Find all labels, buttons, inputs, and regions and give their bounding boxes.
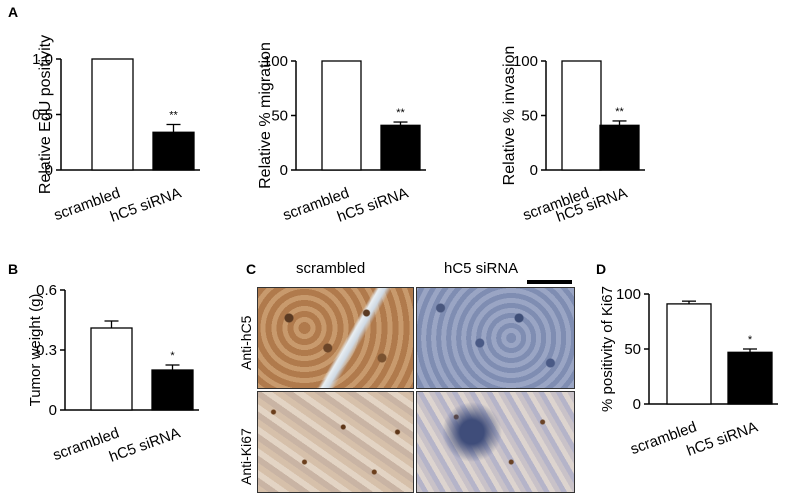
migration-y-tick-label: 100	[263, 53, 288, 70]
edu-bar-scrambled	[91, 58, 134, 171]
scale-bar	[527, 280, 572, 284]
migration-bar-scrambled	[321, 60, 362, 171]
invasion-category-label: hC5 siRNA	[554, 184, 630, 225]
edu-significance-marker: **	[169, 109, 178, 121]
micrograph-scrambled-anti-hc5	[257, 287, 414, 389]
panel-letter-a: A	[8, 4, 19, 20]
migration-bar-hc5-sirna	[380, 124, 421, 171]
ki67-category-label: hC5 siRNA	[684, 418, 760, 459]
micrograph-hc5-sirna-anti-hc5	[416, 287, 575, 389]
micrograph-row-label-anti-ki67: Anti-Ki67	[238, 428, 254, 485]
tumor-bar-hc5-sirna	[151, 369, 194, 411]
ki67-y-tick-label: 50	[624, 341, 641, 358]
ki67-bar-scrambled	[666, 303, 712, 405]
tumor-category-label: hC5 siRNA	[107, 424, 183, 465]
invasion-bar-hc5-sirna	[599, 124, 640, 171]
invasion-significance-marker: **	[615, 106, 624, 118]
edu-y-axis-label: Relative EdU positivity	[37, 35, 54, 194]
invasion-y-tick-label: 0	[530, 162, 538, 179]
invasion-y-axis-label: Relative % invasion	[501, 46, 518, 186]
ki67-y-tick-label: 100	[616, 286, 641, 303]
edu-category-label: hC5 siRNA	[108, 184, 184, 225]
migration-significance-marker: **	[396, 107, 405, 119]
panel-letter-b: B	[8, 261, 19, 277]
edu-bar-hc5-sirna	[152, 131, 195, 171]
tumor-significance-marker: *	[170, 350, 175, 362]
tumor-y-tick-label: 0.6	[36, 282, 57, 299]
migration-y-axis-label: Relative % migration	[257, 42, 274, 189]
micrograph-row-label-anti-hc5: Anti-hC5	[238, 315, 254, 370]
micrograph-scrambled-anti-ki67	[257, 391, 414, 493]
panel-letter-c: C	[246, 261, 257, 277]
edu-y-tick-label: 0.5	[32, 107, 53, 124]
panel-letter-d: D	[596, 261, 607, 277]
micrograph-hc5-sirna-anti-ki67	[416, 391, 575, 493]
invasion-bar-scrambled	[561, 60, 602, 171]
migration-y-tick-label: 50	[271, 108, 288, 125]
migration-y-tick-label: 0	[280, 162, 288, 179]
micrograph-column-label-hc5-sirna: hC5 siRNA	[444, 260, 519, 277]
tumor-y-tick-label: 0	[49, 402, 57, 419]
ki67-significance-marker: *	[748, 334, 753, 346]
edu-y-tick-label: 1.0	[32, 51, 53, 68]
tumor-y-tick-label: 0.3	[36, 342, 57, 359]
ki67-y-axis-label: % positivity of Ki67	[599, 286, 616, 412]
ki67-y-tick-label: 0	[633, 396, 641, 413]
micrograph-column-label-scrambled: scrambled	[296, 260, 366, 277]
invasion-y-tick-label: 50	[521, 108, 538, 125]
ki67-bar-hc5-sirna	[727, 351, 773, 405]
tumor-bar-scrambled	[90, 327, 133, 411]
tumor-y-axis-label: Tumor weight (g)	[27, 294, 44, 407]
edu-y-tick-label: 0	[45, 162, 53, 179]
invasion-y-tick-label: 100	[513, 53, 538, 70]
